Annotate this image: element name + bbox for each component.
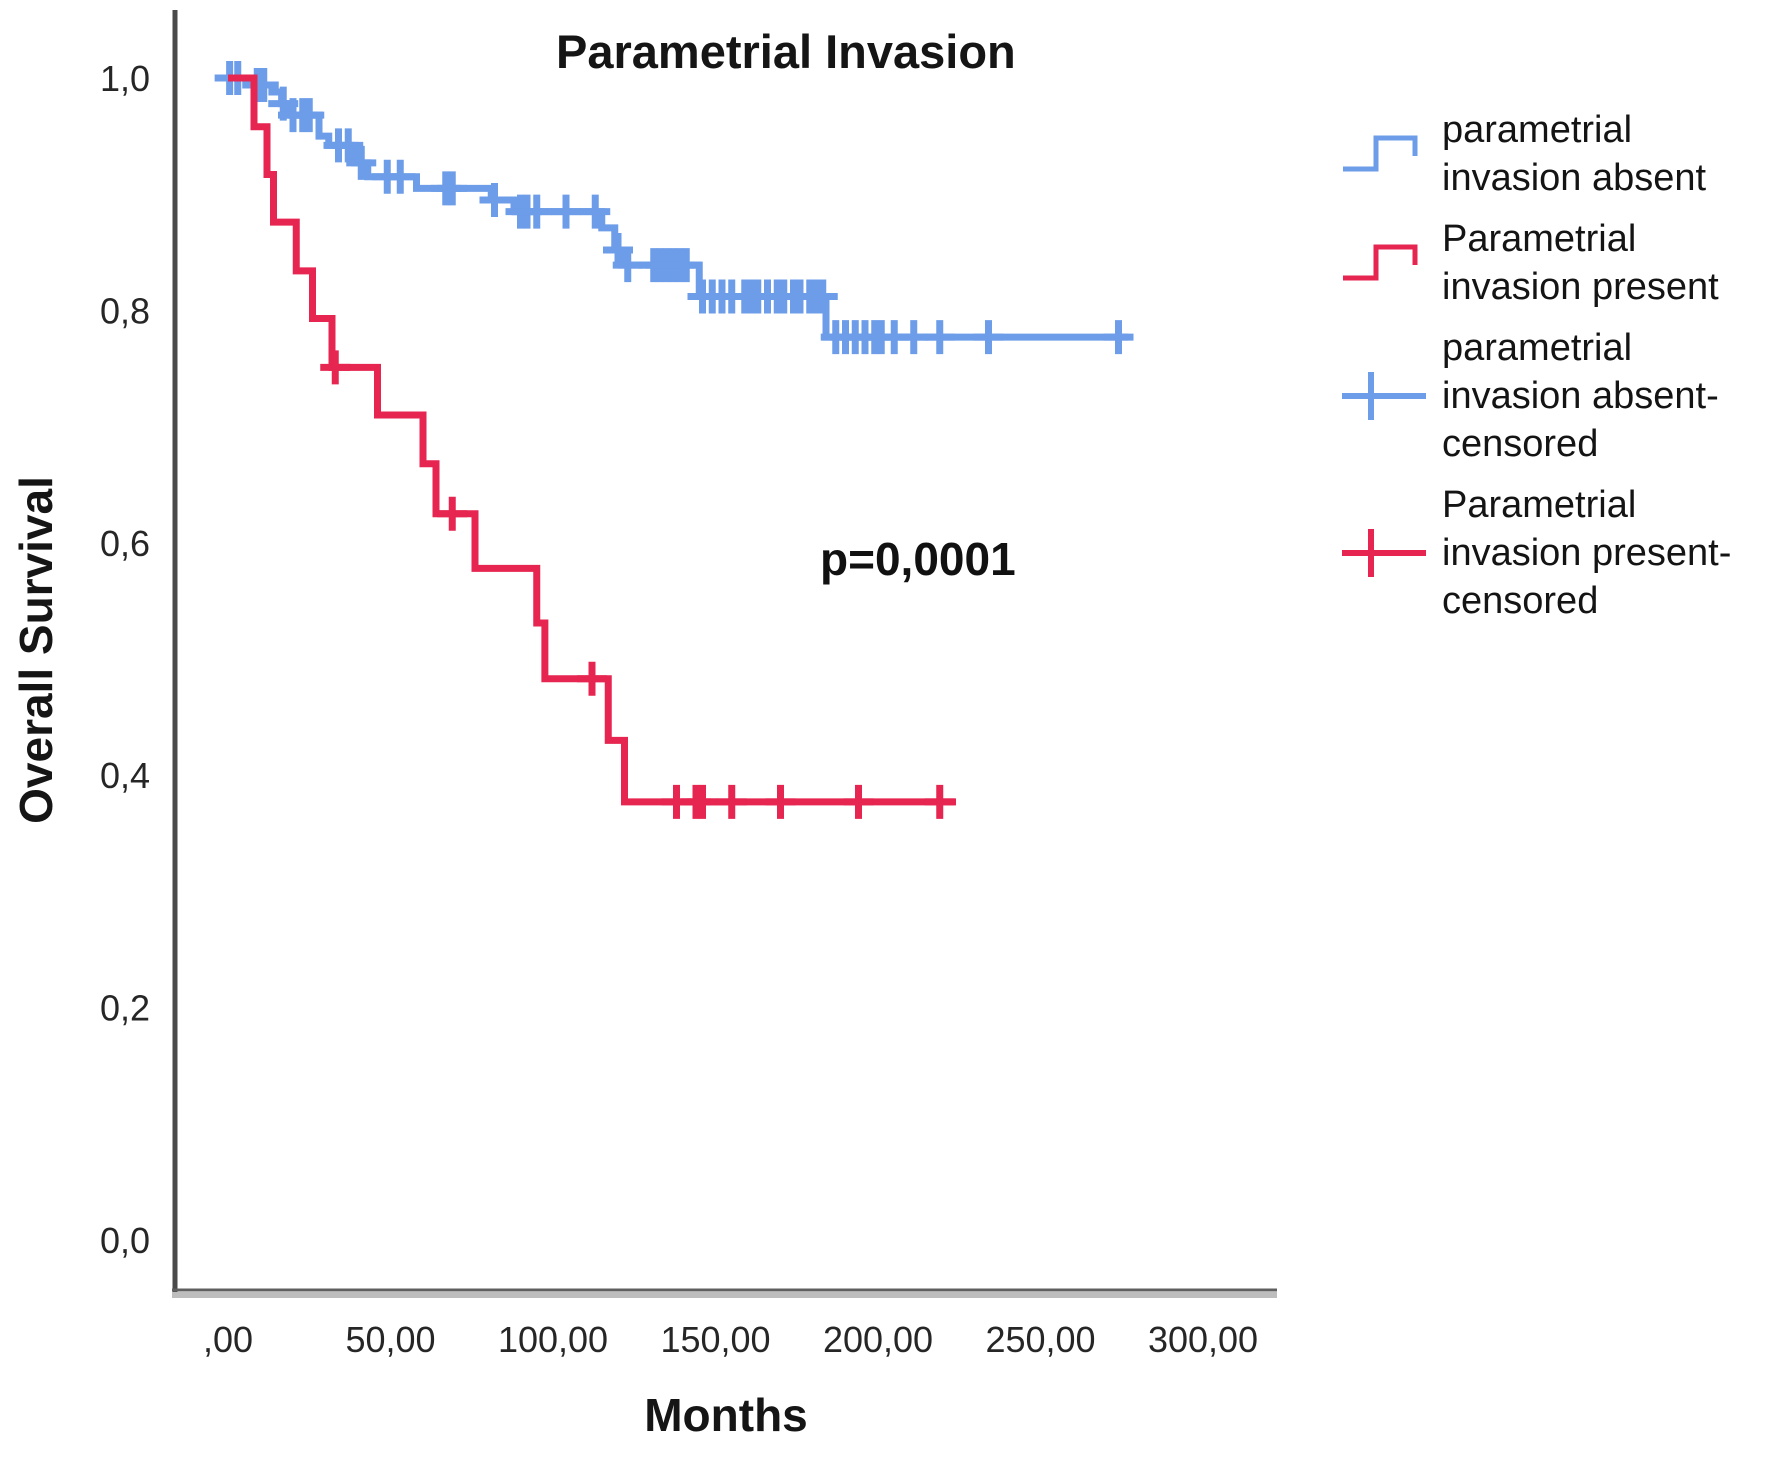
survival-curve	[228, 74, 956, 806]
legend-item-absent-censored: parametrial invasion absent-censored	[1338, 324, 1770, 468]
plus-marker-icon-blue	[1338, 365, 1442, 427]
x-axis-title: Months	[644, 1389, 808, 1441]
y-tick-label: 0,0	[100, 1220, 150, 1261]
p-value-annotation: p=0,0001	[820, 533, 1016, 585]
y-tick-label: 0,8	[100, 290, 150, 331]
legend: parametrial invasion absent Parametrial …	[1338, 106, 1770, 625]
x-tick-label: 200,00	[823, 1319, 933, 1360]
x-tick-label: ,00	[203, 1319, 253, 1360]
survival-curve	[228, 74, 1129, 341]
legend-label: parametrial invasion absent-censored	[1442, 327, 1719, 465]
x-tick-label: 50,00	[345, 1319, 435, 1360]
legend-item-absent: parametrial invasion absent	[1338, 106, 1770, 202]
y-tick-label: 0,2	[100, 988, 150, 1029]
y-tick-label: 0,4	[100, 755, 150, 796]
chart-title: Parametrial Invasion	[556, 25, 1016, 78]
x-tick-label: 100,00	[498, 1319, 608, 1360]
legend-item-present-censored: Parametrial invasion present-censored	[1338, 481, 1770, 625]
plus-marker-icon-red	[1338, 522, 1442, 584]
x-tick-label: 150,00	[660, 1319, 770, 1360]
x-tick-label: 300,00	[1148, 1319, 1258, 1360]
legend-label: Parametrial invasion present-censored	[1442, 484, 1732, 622]
legend-item-present: Parametrial invasion present	[1338, 215, 1770, 311]
x-tick-label: 250,00	[985, 1319, 1095, 1360]
legend-label: Parametrial invasion present	[1442, 218, 1719, 308]
y-tick-label: 0,6	[100, 523, 150, 564]
y-tick-label: 1,0	[100, 58, 150, 99]
legend-label: parametrial invasion absent	[1442, 109, 1707, 199]
step-line-icon-blue	[1338, 123, 1442, 185]
step-line-icon-red	[1338, 232, 1442, 294]
